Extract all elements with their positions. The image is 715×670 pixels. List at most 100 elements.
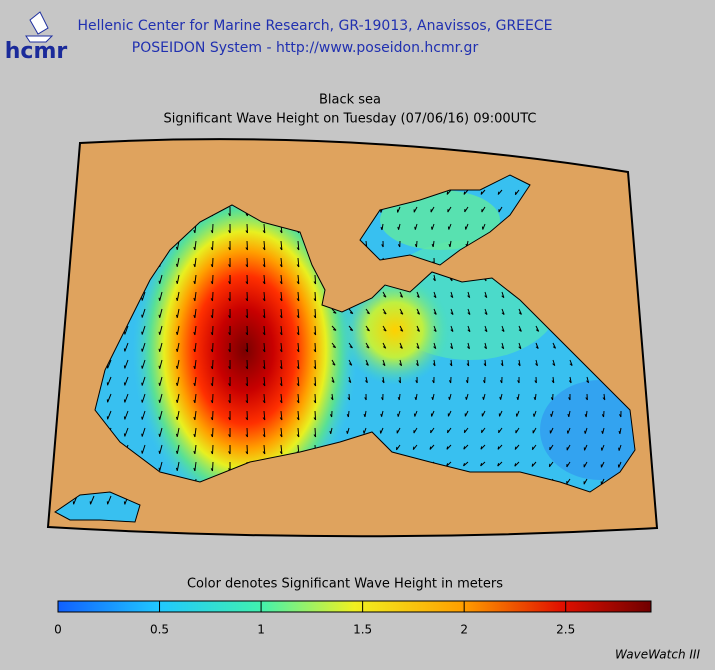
colorbar-label: Color denotes Significant Wave Height in… [187,577,503,592]
wave-arrow [262,359,266,370]
wave-arrow [433,325,437,332]
wave-arrow [245,325,248,336]
wave-arrow [331,359,336,366]
wave-arrow [518,308,522,315]
wave-arrow [432,359,436,367]
wave-arrow [296,308,300,319]
wave-arrow [636,207,638,213]
wave-arrow [515,427,520,434]
wave-arrow [210,427,214,438]
wave-arrow [106,495,112,505]
wave-arrow [497,189,503,195]
wave-arrow [416,291,420,298]
wave-arrow [158,359,163,369]
wave-arrow [446,461,452,467]
wave-arrow [228,257,231,268]
wave-arrow [158,342,163,352]
wave-arrow [498,410,503,417]
wave-arrow [450,291,454,299]
wave-arrow [348,308,354,315]
wave-arrow [296,359,300,370]
wave-arrow [399,342,403,349]
wave-arrow [175,325,180,335]
wave-arrow [517,376,520,384]
wave-arrow [330,393,334,401]
wave-arrow [516,393,520,401]
wave-arrow [228,376,231,387]
colorbar-tick-label: 1 [257,623,265,637]
wave-arrow [583,461,588,468]
wave-arrow [584,427,588,434]
wave-arrow [431,393,435,401]
wave-arrow [329,427,333,435]
wave-arrow [175,274,180,284]
wave-arrow [313,342,317,353]
wave-arrow [447,223,452,230]
wave-arrow [193,240,197,251]
wave-arrow [399,291,404,298]
wave-arrow [501,291,505,299]
wave-arrow [158,393,163,403]
wave-arrow [175,427,180,437]
wave-arrow [399,359,403,367]
wave-arrow [396,444,401,451]
wave-arrow [464,410,469,417]
wave-arrow [262,427,266,438]
wave-arrow [193,376,197,387]
wave-arrow [466,359,470,367]
wave-arrow [433,342,437,350]
map-title: Black sea [319,93,381,108]
wave-arrow [245,359,248,370]
wave-arrow [313,427,317,438]
wave-arrow [210,359,214,370]
wave-arrow [618,444,622,451]
wave-arrow [380,223,384,231]
wave-arrow [175,393,180,403]
wave-arrow [514,189,520,196]
wave-arrow [141,393,146,403]
colorbar-tick-label: 1.5 [353,623,372,637]
wave-arrow [331,308,337,314]
wave-arrow [210,257,214,268]
wave-arrow [158,325,163,335]
wave-arrow [262,410,266,421]
wave-arrow [534,376,537,384]
wave-arrow [467,342,470,350]
wave-arrow [228,206,231,217]
wave-arrow [210,240,214,251]
wave-arrow [551,376,555,384]
wave-arrow [480,444,486,450]
wave-arrow [483,359,487,367]
wave-arrow [296,376,300,387]
colorbar-tick-label: 0 [54,623,62,637]
wave-arrow [416,342,420,349]
wave-arrow [262,342,266,353]
wave-arrow [262,291,266,302]
wave-arrow [497,461,503,467]
wave-arrow [380,410,384,417]
wave-arrow [415,376,418,384]
wave-arrow [413,410,418,417]
wave-arrow [467,308,471,315]
wave-arrow [245,376,248,387]
wave-arrow [637,224,639,230]
wave-arrow [399,308,404,315]
wave-arrow [586,376,590,384]
wave-arrow [601,427,605,434]
wave-arrow [123,376,129,386]
wave-arrow [619,410,622,418]
wave-arrow [552,359,556,367]
wave-arrow [463,189,469,195]
wave-arrow [347,393,351,401]
wave-arrow [348,342,353,349]
wave-arrow [262,223,266,234]
wave-arrow [499,393,503,400]
wave-arrow [415,359,419,367]
wave-arrow [175,359,180,369]
wave-arrow [141,359,146,369]
wave-arrow [141,444,146,454]
wave-arrow [193,274,197,285]
wave-arrow [463,444,469,450]
wave-arrow [484,325,488,333]
wave-arrow [55,223,61,233]
